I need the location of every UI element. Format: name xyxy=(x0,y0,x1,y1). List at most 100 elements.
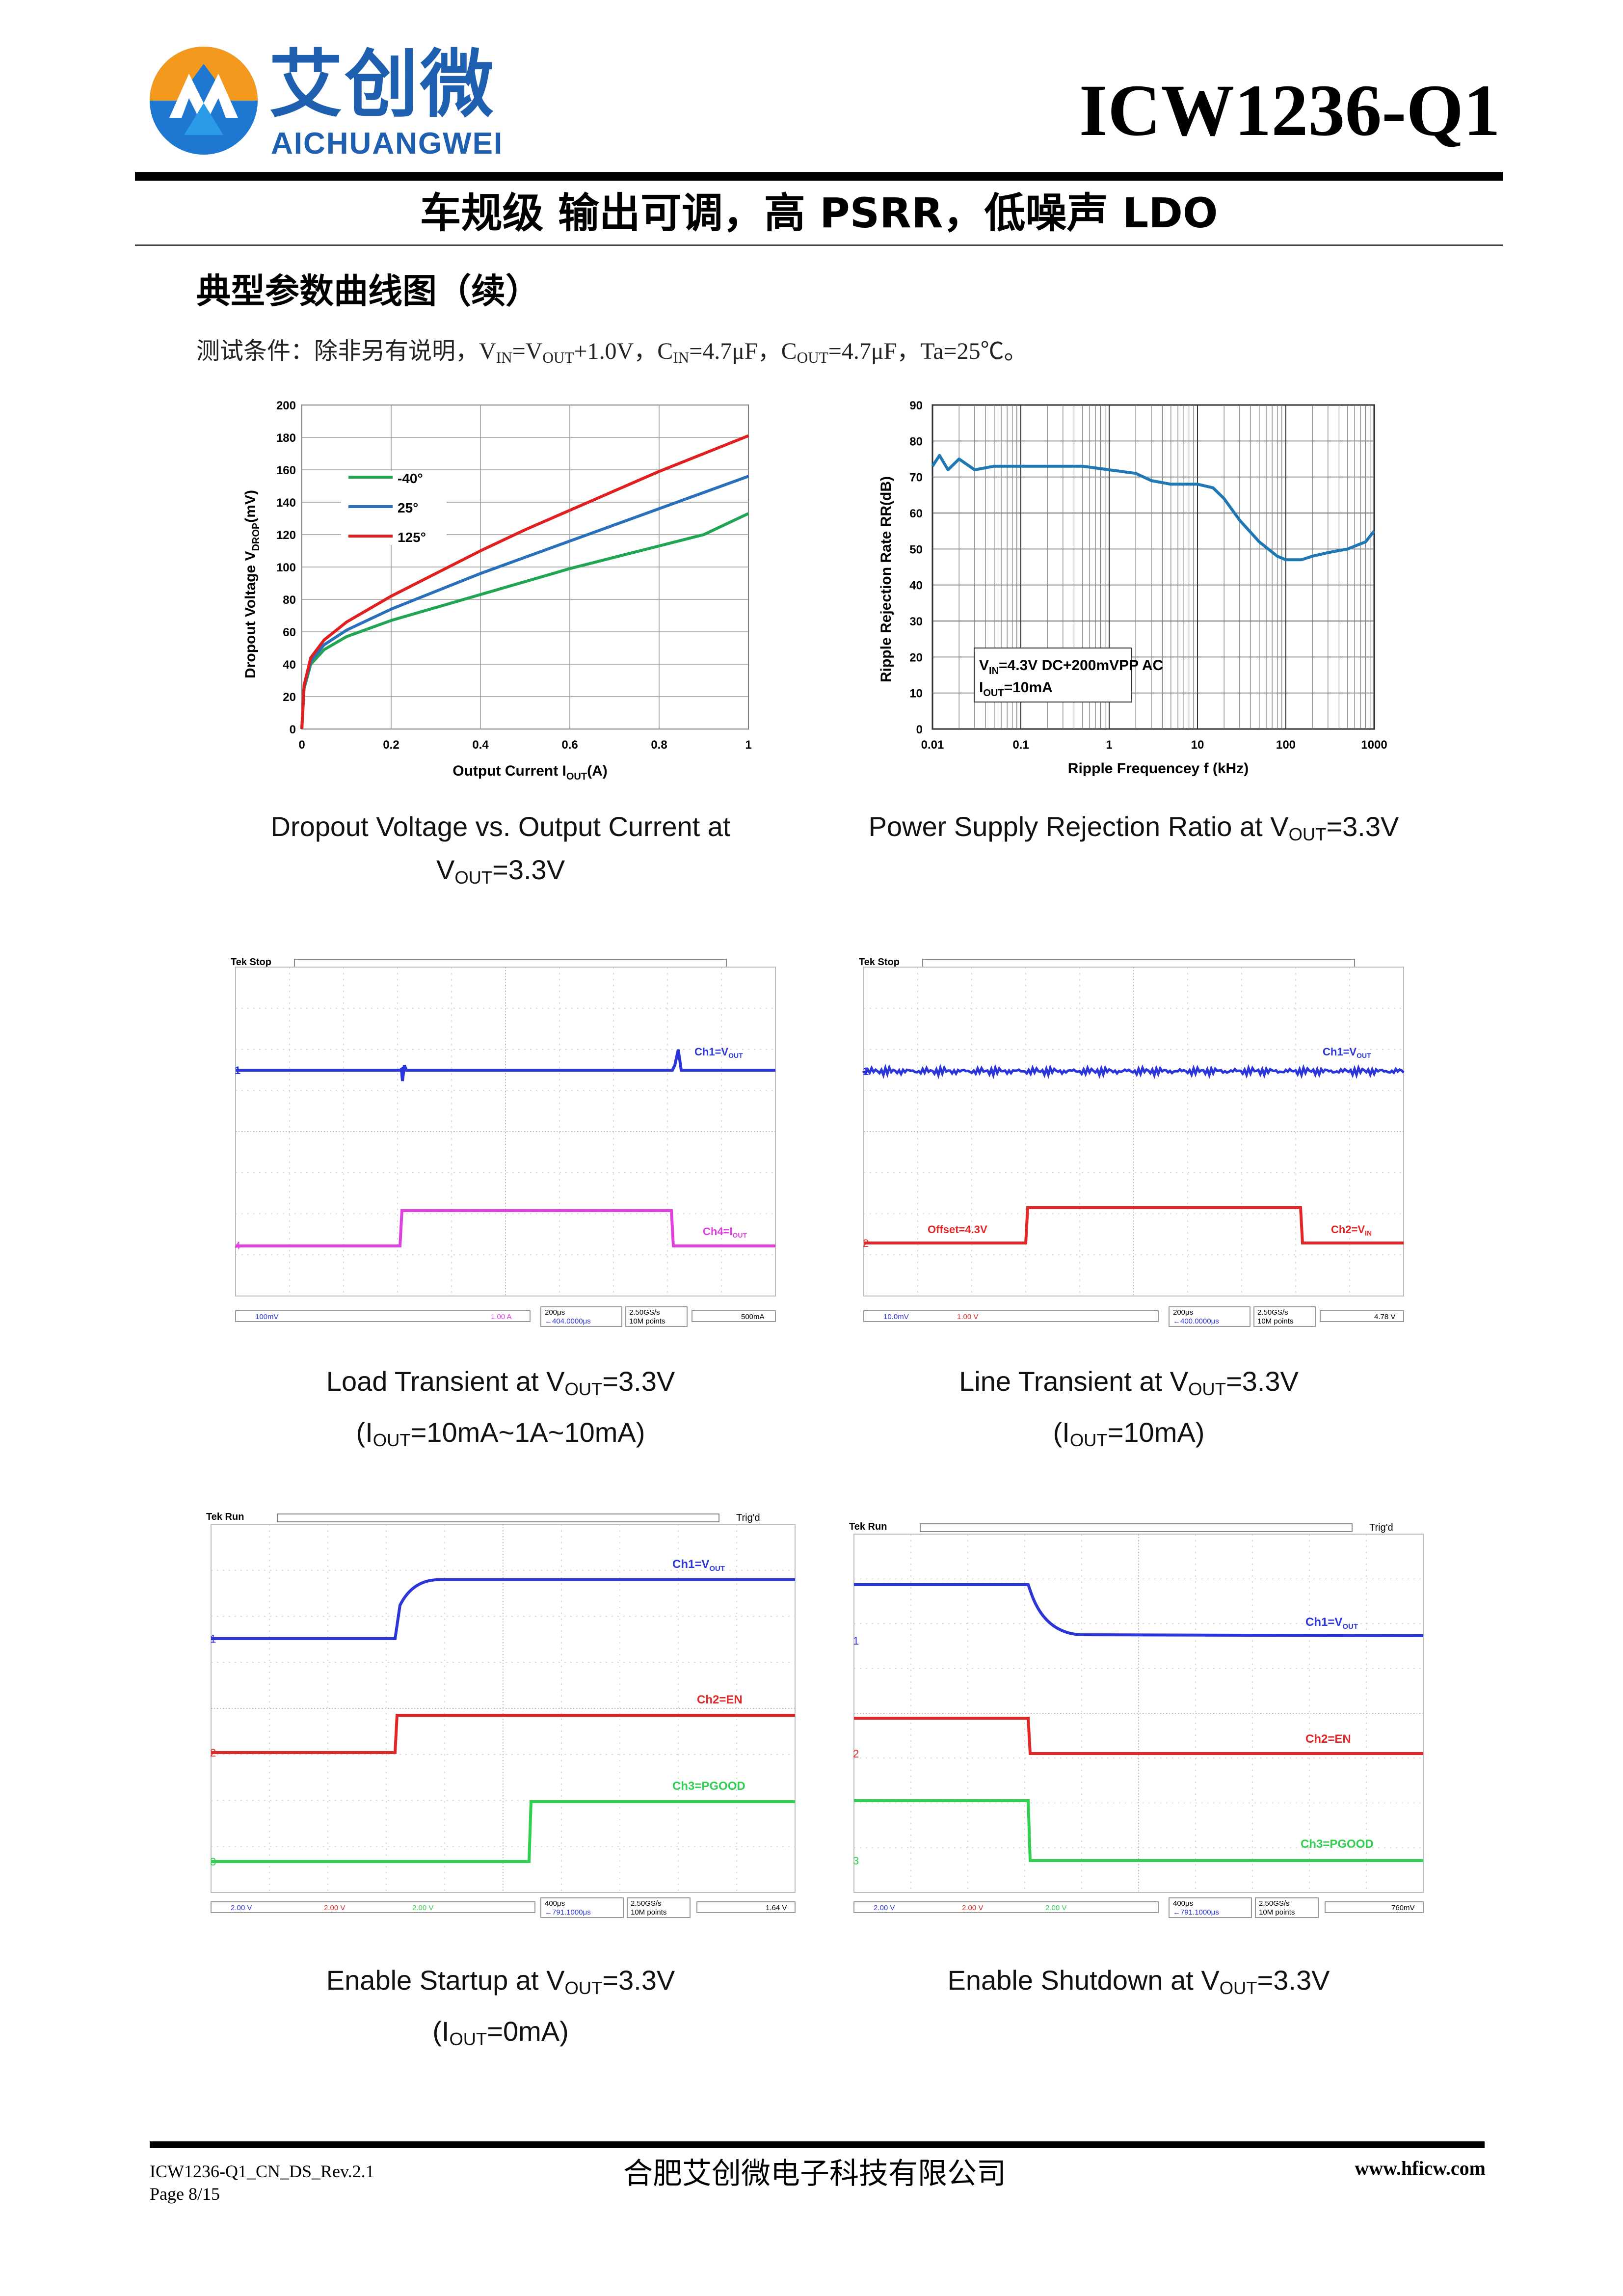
line-transient-scope: Tek Stop 1 2 Ch1=VOUT Offset=4.3V Ch2=VI… xyxy=(859,952,1418,1340)
dropout-series xyxy=(300,434,749,729)
dropout-xlabel: Output Current IOUT(A) xyxy=(452,763,608,782)
svg-text:10M points: 10M points xyxy=(629,1317,665,1325)
svg-text:100mV: 100mV xyxy=(255,1313,279,1321)
dropout-chart-svg: 0 20 40 60 80 100 120 140 160 180 200 0 0.2 0.4 0.6 0.8… xyxy=(242,399,752,782)
cond-in-sub: IN xyxy=(496,349,512,366)
ln-record-bar xyxy=(922,959,1355,968)
svg-text:2.00 V: 2.00 V xyxy=(962,1904,983,1912)
dropout-ytick: 100 xyxy=(276,561,296,574)
lt-ch4-trace xyxy=(236,1209,775,1247)
svg-text:4: 4 xyxy=(235,1240,240,1252)
ln-ch1-label: Ch1=VOUT xyxy=(1323,1046,1371,1059)
esd-ch1-trace xyxy=(854,1583,1424,1637)
dropout-ytick: 20 xyxy=(283,691,296,704)
svg-text:1: 1 xyxy=(235,1064,240,1077)
svg-text:4.78 V: 4.78 V xyxy=(1374,1313,1395,1321)
esd-ch1-label: Ch1=VOUT xyxy=(1305,1616,1358,1631)
psrr-ytick: 10 xyxy=(909,687,923,701)
lt-ch1-trace xyxy=(236,1049,775,1081)
svg-text:10M points: 10M points xyxy=(1259,1908,1295,1917)
dropout-ytick: 40 xyxy=(283,658,296,672)
svg-text:2.50GS/s: 2.50GS/s xyxy=(1257,1308,1288,1317)
line-transient-svg: Tek Stop 1 2 Ch1=VOUT Offset=4.3V Ch2=VI… xyxy=(859,957,1405,1327)
svg-text:2.00 V: 2.00 V xyxy=(412,1904,433,1912)
svg-text:10M points: 10M points xyxy=(631,1908,666,1917)
dropout-xtick: 0 xyxy=(298,738,305,752)
enable-shutdown-svg: Tek Run Trig'd 1 2 3 Ch1=VOUT Ch2=EN Ch3… xyxy=(849,1521,1424,1918)
dropout-ylabel: Dropout Voltage VDROP(mV) xyxy=(242,490,262,678)
cond-cin-val: =4.7μF，C xyxy=(689,338,797,364)
psrr-series xyxy=(931,454,1376,562)
scope-graticule xyxy=(863,967,1404,1297)
psrr-ytick: 60 xyxy=(909,507,923,520)
footer-page: Page 8/15 xyxy=(150,2184,220,2204)
svg-text:2: 2 xyxy=(863,1237,869,1249)
psrr-ytick: 0 xyxy=(916,723,923,736)
esd-status: Tek Run xyxy=(849,1521,887,1532)
psrr-xtick: 10 xyxy=(1191,738,1204,752)
legend-25: 25° xyxy=(398,500,418,515)
esd-ch2-trace xyxy=(854,1717,1423,1755)
esd-ch2-label: Ch2=EN xyxy=(1305,1732,1351,1746)
psrr-xtick: 0.01 xyxy=(921,738,944,752)
psrr-chart: 0 10 20 30 40 50 60 70 80 90 0.01 0.1 1 10 100 1000 VIN… xyxy=(864,393,1404,785)
dropout-caption-line2: VOUT=3.3V xyxy=(436,854,565,888)
company-logo xyxy=(147,44,260,157)
psrr-ytick: 90 xyxy=(909,399,923,412)
esd-footer: 2.00 V 2.00 V 2.00 V 400μs ←791.1000μs 2… xyxy=(853,1897,1424,1918)
psrr-ytick: 50 xyxy=(909,543,923,556)
svg-text:1.64 V: 1.64 V xyxy=(766,1904,787,1912)
ln-ch1-trace xyxy=(862,1063,1405,1080)
line-transient-caption: Line Transient at VOUT=3.3V (IOUT=10mA) xyxy=(959,1366,1299,1451)
svg-text:2.00 V: 2.00 V xyxy=(874,1904,895,1912)
psrr-series-line-0 xyxy=(931,454,1376,562)
esd-record-bar xyxy=(920,1523,1353,1532)
dropout-xtick: 0.8 xyxy=(651,738,667,752)
legend-neg40: -40° xyxy=(398,471,423,486)
psrr-chart-svg: 0 10 20 30 40 50 60 70 80 90 0.01 0.1 1 10 100 1000 VIN… xyxy=(878,399,1387,777)
header-subtitle: 车规级 输出可调，高 PSRR，低噪声 LDO xyxy=(420,189,1218,237)
section-title: 典型参数曲线图（续） xyxy=(196,270,540,311)
lt-footer: 100mV 1.00 A 200μs ←404.0000μs 2.50GS/s … xyxy=(235,1306,776,1327)
es-trig: Trig'd xyxy=(736,1513,760,1523)
svg-text:1.00 V: 1.00 V xyxy=(957,1313,978,1321)
legend-125: 125° xyxy=(398,530,426,545)
esd-trig: Trig'd xyxy=(1369,1522,1393,1533)
svg-text:2.00 V: 2.00 V xyxy=(324,1904,345,1912)
cond-out-sub: OUT xyxy=(542,349,574,366)
dropout-xtick: 0.4 xyxy=(472,738,489,752)
enable-startup-svg: Tek Run Trig'd 1 2 3 Ch1=VOUT Ch2=EN Ch3… xyxy=(206,1512,796,1918)
psrr-legend-line1: VIN=4.3V DC+200mVPP AC xyxy=(979,657,1163,676)
svg-text:3: 3 xyxy=(210,1856,216,1868)
svg-text:2: 2 xyxy=(210,1747,216,1759)
svg-text:760mV: 760mV xyxy=(1391,1904,1415,1912)
psrr-ytick: 20 xyxy=(909,651,923,664)
svg-text:1: 1 xyxy=(863,1065,869,1078)
enable-shutdown-scope: Tek Run Trig'd 1 2 3 Ch1=VOUT Ch2=EN Ch3… xyxy=(849,1517,1428,1929)
psrr-xtick: 0.1 xyxy=(1012,738,1029,752)
svg-text:10M points: 10M points xyxy=(1257,1317,1293,1325)
cond-v: V xyxy=(479,338,496,364)
svg-text:←791.1000μs: ←791.1000μs xyxy=(1173,1908,1219,1917)
conditions-prefix: 测试条件：除非另有说明， xyxy=(196,337,479,365)
es-ch1-label: Ch1=VOUT xyxy=(672,1558,725,1573)
psrr-xlabel: Ripple Frequencey f (kHz) xyxy=(1068,760,1249,777)
psrr-xtick: 1 xyxy=(1106,738,1112,752)
header-rule-thin xyxy=(135,244,1503,246)
svg-text:400μs: 400μs xyxy=(1173,1899,1193,1908)
test-conditions: 测试条件：除非另有说明，VIN=VOUT+1.0V，CIN=4.7μF，COUT… xyxy=(196,334,1028,375)
psrr-ytick: 40 xyxy=(909,579,923,593)
dropout-ytick: 60 xyxy=(283,626,296,639)
es-ch3-label: Ch3=PGOOD xyxy=(672,1780,745,1793)
svg-text:2.50GS/s: 2.50GS/s xyxy=(629,1308,660,1317)
svg-text:2.00 V: 2.00 V xyxy=(1045,1904,1066,1912)
svg-text:400μs: 400μs xyxy=(545,1899,565,1908)
psrr-ylabel: Ripple Rejection Rate RR(dB) xyxy=(878,476,894,682)
ln-ch2-trace xyxy=(864,1206,1404,1244)
enable-startup-scope: Tek Run Trig'd 1 2 3 Ch1=VOUT Ch2=EN Ch3… xyxy=(206,1507,800,1929)
dropout-ytick: 140 xyxy=(276,496,296,510)
enable-shutdown-caption: Enable Shutdown at VOUT=3.3V xyxy=(947,1965,1330,1999)
psrr-legend: VIN=4.3V DC+200mVPP AC IOUT=10mA xyxy=(974,648,1163,702)
cond-cin-sub: IN xyxy=(673,349,690,366)
dropout-ytick: 200 xyxy=(276,399,296,412)
